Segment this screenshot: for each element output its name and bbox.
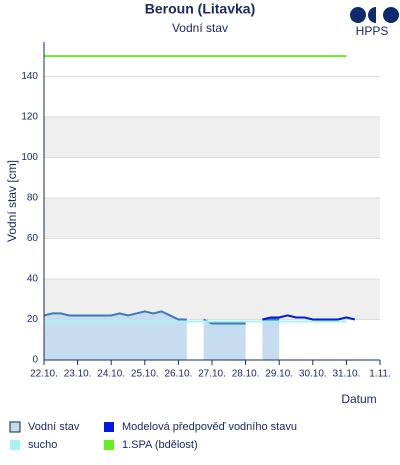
series-line	[203, 318, 246, 325]
x-tick-label: 22.10.	[30, 369, 58, 380]
logo: HPPS	[350, 7, 399, 38]
x-tick-label: 28.10.	[232, 369, 260, 380]
x-tick-label: 31.10.	[332, 369, 360, 380]
x-tick-label: 27.10.	[198, 369, 226, 380]
area	[203, 319, 246, 360]
series-line	[43, 310, 187, 321]
area	[262, 319, 280, 360]
y-tick-label: 60	[27, 233, 39, 244]
x-tick-label: 1.11.	[369, 369, 391, 380]
y-tick-label: 0	[32, 355, 38, 366]
legend-swatch	[10, 440, 20, 450]
legend-label: sucho	[28, 439, 57, 451]
x-tick-label: 24.10.	[97, 369, 125, 380]
x-tick-label: 30.10.	[299, 369, 327, 380]
chart-title: Beroun (Litavka)	[145, 1, 255, 17]
area	[44, 311, 187, 360]
y-tick-label: 140	[21, 71, 38, 82]
x-tick-label: 25.10.	[131, 369, 159, 380]
grid-band	[44, 197, 380, 239]
chart-subtitle: Vodní stav	[172, 21, 228, 35]
logo-dot	[368, 7, 376, 23]
grid-band	[44, 278, 380, 320]
legend-swatch	[104, 440, 114, 450]
x-tick-label: 29.10.	[265, 369, 293, 380]
series-line	[262, 314, 356, 321]
legend-swatch	[9, 421, 21, 433]
y-tick-label: 120	[21, 112, 38, 123]
y-tick-label: 40	[27, 274, 39, 285]
x-tick-label: 23.10.	[64, 369, 92, 380]
legend-label: 1.SPA (bdělost)	[122, 439, 198, 451]
y-axis-label: Vodní stav [cm]	[5, 160, 19, 242]
y-tick-label: 100	[21, 152, 38, 163]
logo-dot	[350, 7, 366, 23]
x-axis-label: Datum	[341, 392, 376, 406]
grid-band	[44, 116, 380, 158]
logo-dot	[383, 7, 399, 23]
y-tick-label: 20	[27, 314, 39, 325]
legend-label: Vodní stav	[28, 421, 80, 433]
y-tick-label: 80	[27, 193, 39, 204]
legend-label: Modelová předpověď vodního stavu	[122, 421, 297, 433]
logo-text: HPPS	[356, 24, 389, 38]
legend-swatch	[104, 422, 114, 432]
x-tick-label: 26.10.	[164, 369, 192, 380]
